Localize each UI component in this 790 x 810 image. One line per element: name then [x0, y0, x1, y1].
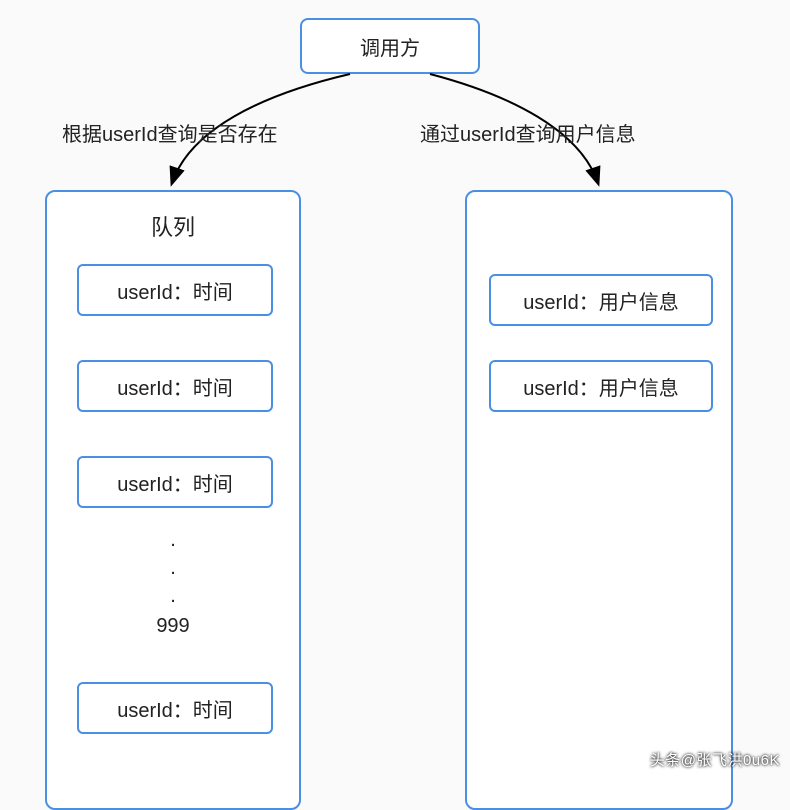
dot-1: .	[47, 526, 299, 554]
dot-3: .	[47, 582, 299, 610]
right-container: userId：用户信息 userId：用户信息	[465, 190, 733, 810]
root-node: 调用方	[300, 18, 480, 74]
user-item-0-text: userId：用户信息	[523, 286, 679, 315]
ellipsis-count: 999	[47, 612, 299, 640]
watermark: 头条@张飞洪0u6K	[650, 749, 780, 770]
queue-item-1: userId：时间	[77, 360, 273, 412]
left-container: 队列 userId：时间 userId：时间 userId：时间 . . . 9…	[45, 190, 301, 810]
queue-item-1-text: userId：时间	[117, 372, 233, 401]
user-item-1: userId：用户信息	[489, 360, 713, 412]
queue-item-tail-text: userId：时间	[117, 694, 233, 723]
queue-item-0-text: userId：时间	[117, 276, 233, 305]
edge-right-label: 通过userId查询用户信息	[420, 118, 636, 147]
left-title: 队列	[47, 210, 299, 242]
dot-2: .	[47, 554, 299, 582]
edge-left-label: 根据userId查询是否存在	[62, 118, 278, 147]
queue-item-2-text: userId：时间	[117, 468, 233, 497]
ellipsis-dots: . . . 999	[47, 526, 299, 640]
queue-item-0: userId：时间	[77, 264, 273, 316]
user-item-0: userId：用户信息	[489, 274, 713, 326]
queue-item-tail: userId：时间	[77, 682, 273, 734]
root-label: 调用方	[360, 32, 420, 61]
queue-item-2: userId：时间	[77, 456, 273, 508]
user-item-1-text: userId：用户信息	[523, 372, 679, 401]
